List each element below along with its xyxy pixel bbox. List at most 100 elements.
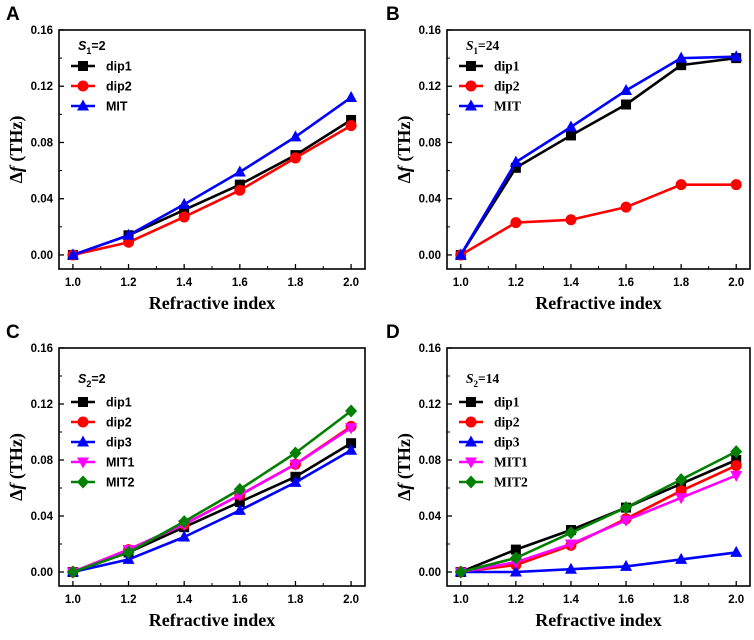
data-point (730, 445, 743, 459)
data-point (346, 438, 357, 449)
data-point (621, 99, 632, 110)
legend-item: dip2 (71, 416, 132, 430)
data-point (620, 201, 632, 213)
legend-item: MIT2 (71, 475, 135, 490)
panel-c: C 0.00 0.04 0.08 0.12 0.16 1.0 1.2 1.4 1.6 1.8 2.0 R… (6, 322, 366, 630)
y-axis-title-delta: Δ (6, 490, 26, 501)
data-point (289, 459, 302, 471)
y-axis-title-variable: f (394, 482, 414, 490)
legend-label: dip3 (106, 436, 132, 450)
series-line (460, 183, 737, 257)
legend-item: dip1 (71, 60, 132, 74)
legend-label: MIT (494, 99, 521, 114)
annotation-value: =14 (478, 371, 499, 386)
data-point (730, 470, 743, 482)
y-axis-title-variable: f (6, 482, 26, 490)
series-line (460, 474, 737, 574)
data-point (620, 515, 633, 527)
series-line (459, 55, 737, 256)
legend-label: dip2 (494, 415, 520, 430)
annotation-value: =2 (91, 39, 105, 53)
annotation-subscript: 2 (86, 379, 91, 389)
x-tick-label: 1.2 (121, 594, 137, 606)
y-tick-label: 0.00 (419, 250, 441, 262)
legend-label: dip2 (494, 79, 520, 94)
legend-item: MIT (71, 99, 128, 114)
legend-item: dip2 (71, 80, 132, 94)
data-point (233, 482, 246, 496)
x-tick-label: 1.4 (563, 594, 580, 606)
x-tick-label: 1.4 (176, 277, 193, 289)
legend-marker (77, 80, 89, 92)
data-point (345, 404, 358, 418)
legend-label: MIT2 (494, 475, 528, 490)
data-point (675, 552, 688, 564)
legend-label: dip2 (106, 416, 132, 430)
legend-marker (465, 475, 477, 489)
legend-marker (77, 475, 89, 489)
x-tick-label: 2.0 (728, 277, 744, 289)
legend-item: dip2 (459, 415, 520, 430)
annotation-value: =24 (478, 38, 499, 53)
legend-item: MIT1 (459, 455, 528, 470)
y-tick-label: 0.12 (419, 399, 441, 411)
y-tick-label: 0.16 (419, 343, 441, 355)
x-tick-label: 1.6 (618, 594, 634, 606)
data-point (66, 248, 79, 260)
legend-item: dip3 (71, 435, 132, 450)
legend-item: MIT2 (459, 475, 528, 490)
legend-marker (465, 435, 477, 447)
y-axis-title-unit: (THz) (394, 116, 415, 166)
series-dip3 (454, 545, 743, 577)
legend-item: MIT (459, 99, 521, 114)
y-tick-label: 0.04 (419, 511, 442, 523)
y-axis-title-variable: f (6, 164, 26, 172)
data-point (731, 455, 742, 465)
legend-label: MIT2 (106, 476, 135, 490)
data-point (730, 545, 743, 557)
legend-label: dip1 (494, 59, 520, 74)
annotation-variable: S (78, 372, 87, 386)
series-mit2 (66, 404, 358, 579)
x-tick-label: 2.0 (343, 277, 359, 289)
data-point (565, 130, 576, 141)
legend: dip1 dip2 dip3 MIT1 MIT2 (71, 396, 135, 490)
legend-label: dip1 (106, 60, 132, 74)
legend-label: dip1 (106, 396, 132, 410)
x-tick-label: 1.8 (287, 277, 304, 289)
data-point (345, 423, 358, 435)
legend: dip1 dip2 dip3 MIT1 MIT2 (459, 395, 528, 490)
data-point (345, 443, 358, 455)
legend-item: dip1 (71, 396, 132, 410)
y-tick-label: 0.08 (31, 455, 54, 467)
legend-label: dip3 (494, 435, 520, 450)
data-point (234, 497, 245, 507)
data-point (675, 473, 688, 487)
data-point (289, 130, 302, 142)
x-axis-title: Refractive index (149, 293, 275, 313)
legend-label: dip1 (494, 395, 520, 410)
plot-frame (58, 29, 366, 270)
data-point (730, 50, 743, 62)
legend-marker (77, 457, 89, 469)
legend-item: dip1 (459, 59, 520, 74)
data-point (233, 503, 246, 515)
data-point (346, 114, 357, 125)
legend-marker (78, 61, 88, 71)
data-point (122, 545, 135, 559)
y-axis-title: Δf (THz) (6, 116, 27, 184)
y-axis-title-unit: (THz) (394, 433, 415, 483)
series-line (72, 426, 352, 574)
y-axis-title: Δf (THz) (6, 433, 27, 501)
data-point (179, 204, 190, 215)
x-axis-title: Refractive index (535, 293, 661, 313)
legend: dip1 dip2 MIT (459, 59, 521, 114)
x-tick-label: 1.0 (65, 277, 81, 289)
legend-marker (465, 80, 477, 92)
y-tick-label: 0.12 (31, 399, 53, 411)
series-line (72, 449, 352, 574)
annotation-subscript: 1 (474, 46, 479, 56)
panel-letter: A (6, 4, 20, 25)
y-axis-title-delta: Δ (394, 172, 414, 183)
